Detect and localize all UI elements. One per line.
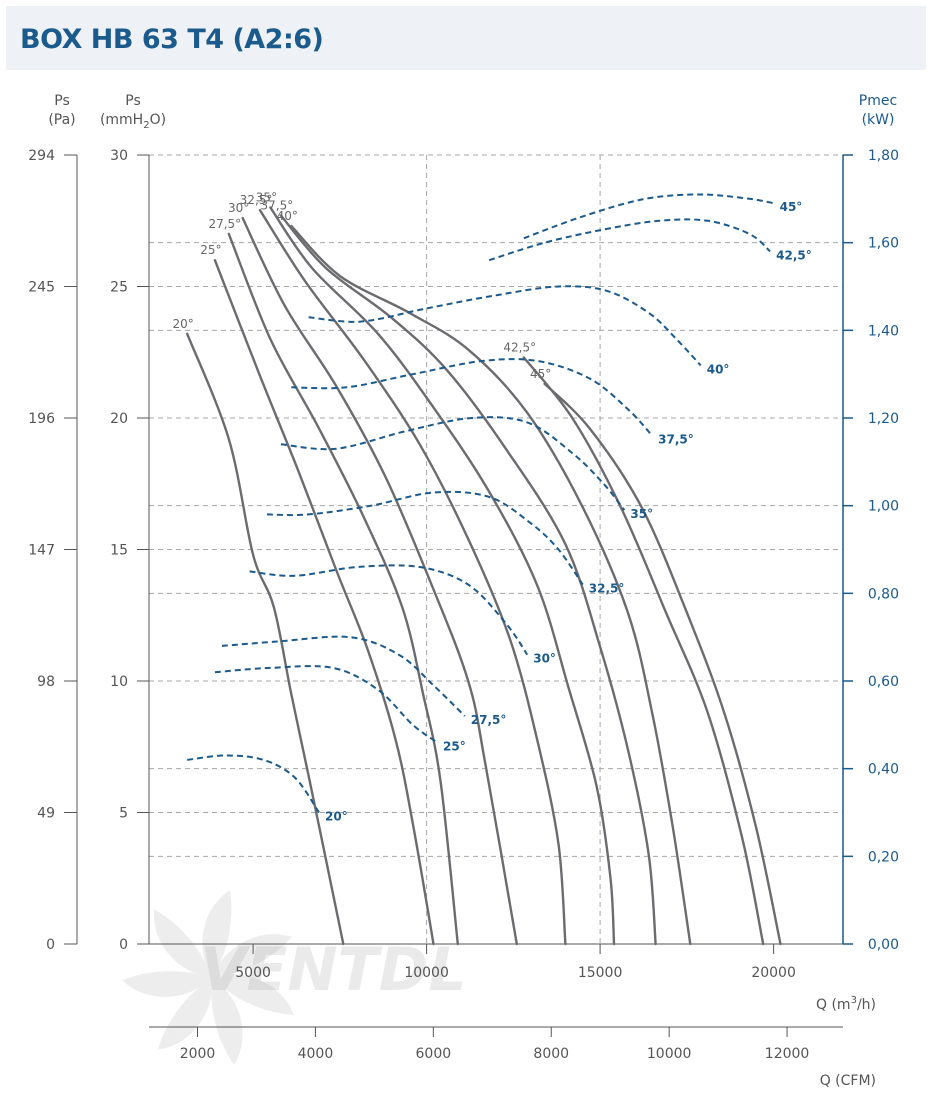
cfm-axis-label: Q (CFM): [820, 1073, 876, 1089]
cfm-tick-label: 10000: [647, 1046, 692, 1062]
pressure-curve: [269, 206, 616, 946]
power-curve-label: 32,5°: [589, 582, 625, 596]
watermark-blade: [202, 890, 232, 978]
pressure-curve-label: 30°: [228, 201, 249, 215]
power-curve: [187, 754, 320, 814]
power-curve: [523, 193, 774, 240]
watermark-blade: [157, 978, 213, 1050]
pressure-curve-label: 35°: [256, 191, 277, 205]
pa-tick-label: 147: [28, 543, 55, 559]
pressure-curve-label: 42,5°: [503, 341, 536, 355]
watermark-blade: [212, 934, 293, 978]
cfm-tick-label: 2000: [180, 1046, 216, 1062]
pressure-curve-label: 27,5°: [208, 217, 241, 231]
pmec-tick-label: 1,00: [868, 499, 899, 515]
pressure-curve-label: 37,5°: [261, 198, 294, 212]
mmh2o-axis-label: Ps: [125, 93, 141, 109]
pmec-tick-label: 0,20: [868, 849, 899, 865]
pmec-tick-label: 0,80: [868, 586, 899, 602]
pmec-axis-unit: (kW): [862, 112, 895, 128]
mmh2o-tick-label: 15: [110, 543, 128, 559]
pmec-tick-label: 0,00: [868, 937, 899, 953]
cfm-tick-label: 12000: [765, 1046, 810, 1062]
pressure-curve: [279, 214, 657, 946]
cfm-tick-label: 6000: [416, 1046, 452, 1062]
power-curve-label: 27,5°: [471, 713, 507, 727]
page-title: BOX HB 63 T4 (A2:6): [20, 24, 324, 55]
q-tick-label: 10000: [404, 965, 449, 981]
pressure-curve: [186, 332, 345, 946]
title-bar: [6, 6, 926, 70]
q-axis-label: Q (m3/h): [816, 995, 876, 1013]
mmh2o-tick-label: 30: [110, 148, 128, 164]
q-tick-label: 20000: [751, 965, 796, 981]
power-curve: [308, 285, 702, 367]
power-curve-label: 30°: [533, 652, 556, 666]
power-curve-label: 25°: [443, 739, 466, 753]
pmec-tick-label: 1,60: [868, 236, 899, 252]
pressure-curve: [213, 259, 435, 946]
pressure-curve: [258, 209, 567, 946]
watermark-text: VENTDL: [200, 935, 467, 1005]
pmec-tick-label: 0,40: [868, 762, 899, 778]
pa-tick-label: 0: [46, 937, 55, 953]
power-curve-label: 45°: [780, 200, 803, 214]
pressure-curve-label: 40°: [277, 209, 298, 223]
power-curve: [280, 416, 626, 511]
pmec-tick-label: 1,40: [868, 323, 899, 339]
power-curve-label: 37,5°: [658, 433, 694, 447]
pressure-curve: [227, 232, 459, 946]
pmec-axis-label: Pmec: [859, 93, 897, 109]
pressure-curve-label: 25°: [200, 243, 221, 257]
pa-tick-label: 294: [28, 148, 55, 164]
mmh2o-tick-label: 20: [110, 411, 128, 427]
power-curve: [221, 635, 466, 717]
pa-tick-label: 245: [28, 280, 55, 296]
pa-tick-label: 196: [28, 411, 55, 427]
pmec-tick-label: 0,60: [868, 674, 899, 690]
power-curve-label: 35°: [630, 507, 653, 521]
mmh2o-tick-label: 0: [119, 937, 128, 953]
pmec-tick-label: 1,80: [868, 148, 899, 164]
power-curve: [291, 358, 653, 437]
watermark-blade: [122, 971, 212, 997]
power-curve-label: 40°: [707, 362, 730, 376]
pressure-curve: [290, 224, 692, 946]
mmh2o-tick-label: 5: [119, 806, 128, 822]
mmh2o-tick-label: 10: [110, 674, 128, 690]
mmh2o-tick-label: 25: [110, 280, 128, 296]
pa-axis-label: Ps: [54, 93, 70, 109]
watermark-blade: [212, 974, 294, 1016]
watermark-blade: [211, 978, 243, 1066]
pa-tick-label: 49: [37, 806, 55, 822]
q-tick-label: 15000: [578, 965, 623, 981]
pressure-curve: [241, 216, 518, 946]
power-curve-label: 20°: [325, 810, 348, 824]
power-curve: [488, 218, 771, 262]
cfm-tick-label: 8000: [533, 1046, 569, 1062]
pressure-curve-label: 20°: [173, 317, 194, 331]
power-curve: [249, 564, 529, 656]
cfm-tick-label: 4000: [298, 1046, 334, 1062]
pa-axis-unit: (Pa): [48, 112, 75, 128]
pa-tick-label: 98: [37, 674, 55, 690]
pressure-curve-label: 32,5°: [240, 193, 273, 207]
pressure-curve: [543, 382, 782, 946]
power-curve-label: 42,5°: [776, 248, 812, 262]
power-curve: [266, 490, 584, 586]
mmh2o-axis-unit: (mmH2O): [100, 112, 166, 131]
power-curve: [214, 665, 438, 744]
pressure-curve-label: 45°: [530, 367, 551, 381]
pmec-tick-label: 1,20: [868, 411, 899, 427]
pressure-curve: [522, 356, 765, 946]
q-tick-label: 5000: [235, 965, 271, 981]
